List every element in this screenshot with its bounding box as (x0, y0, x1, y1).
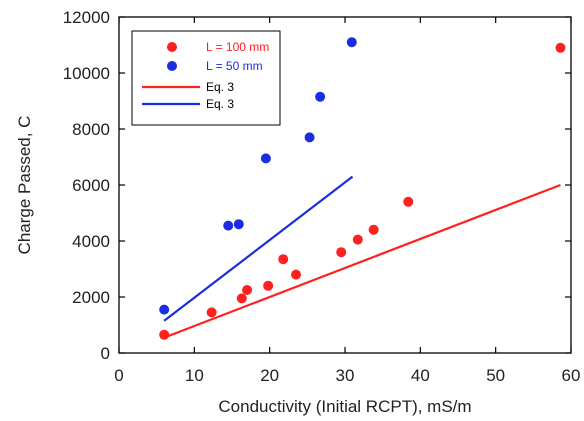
legend-marker (167, 61, 177, 71)
data-point-series-0 (336, 247, 347, 258)
legend-label: Eq. 3 (206, 80, 234, 94)
data-marks (159, 37, 566, 340)
axis-ticks: 0 10 20 30 40 50 60 0 2000 4000 6000 8000 10000 12000 (63, 8, 581, 385)
data-point-series-0 (236, 293, 247, 304)
x-tick-label: 0 (114, 366, 123, 385)
x-tick-label: 30 (336, 366, 355, 385)
data-point-series-0 (263, 280, 274, 291)
data-point-series-1 (260, 153, 271, 164)
legend-label: Eq. 3 (206, 97, 234, 111)
data-point-series-1 (346, 37, 357, 48)
legend-box (131, 30, 281, 126)
data-point-series-0 (555, 42, 566, 53)
eq3-fit-line-2 (163, 183, 561, 339)
data-point-series-0 (352, 234, 363, 245)
y-tick-label: 4000 (72, 232, 110, 251)
x-tick-label: 10 (185, 366, 204, 385)
data-point-series-1 (315, 91, 326, 102)
data-point-series-0 (403, 196, 414, 207)
x-tick-label: 50 (486, 366, 505, 385)
legend: L = 100 mm L = 50 mm Eq. 3 Eq. 3 (131, 30, 281, 126)
x-tick-label: 40 (411, 366, 430, 385)
x-tick-label: 60 (562, 366, 581, 385)
legend-marker (167, 42, 177, 52)
data-point-series-0 (159, 329, 170, 340)
data-point-series-1 (159, 304, 170, 315)
data-point-series-1 (304, 132, 315, 143)
y-tick-label: 0 (101, 344, 110, 363)
data-point-series-1 (223, 220, 234, 231)
x-tick-label: 20 (260, 366, 279, 385)
data-point-series-0 (291, 269, 302, 280)
data-point-series-0 (242, 285, 253, 295)
data-point-series-1 (233, 219, 244, 230)
y-tick-label: 2000 (72, 288, 110, 307)
legend-label: L = 50 mm (206, 59, 263, 73)
y-axis-label: Charge Passed, C (15, 116, 34, 255)
eq3-fit-line-3 (163, 175, 354, 322)
x-axis-label: Conductivity (Initial RCPT), mS/m (218, 397, 471, 416)
data-point-series-0 (206, 307, 217, 318)
y-tick-label: 6000 (72, 176, 110, 195)
data-point-series-0 (368, 224, 379, 235)
y-tick-label: 8000 (72, 120, 110, 139)
y-tick-label: 12000 (63, 8, 110, 27)
legend-label: L = 100 mm (206, 40, 269, 54)
data-point-series-0 (278, 254, 289, 265)
y-tick-label: 10000 (63, 64, 110, 83)
